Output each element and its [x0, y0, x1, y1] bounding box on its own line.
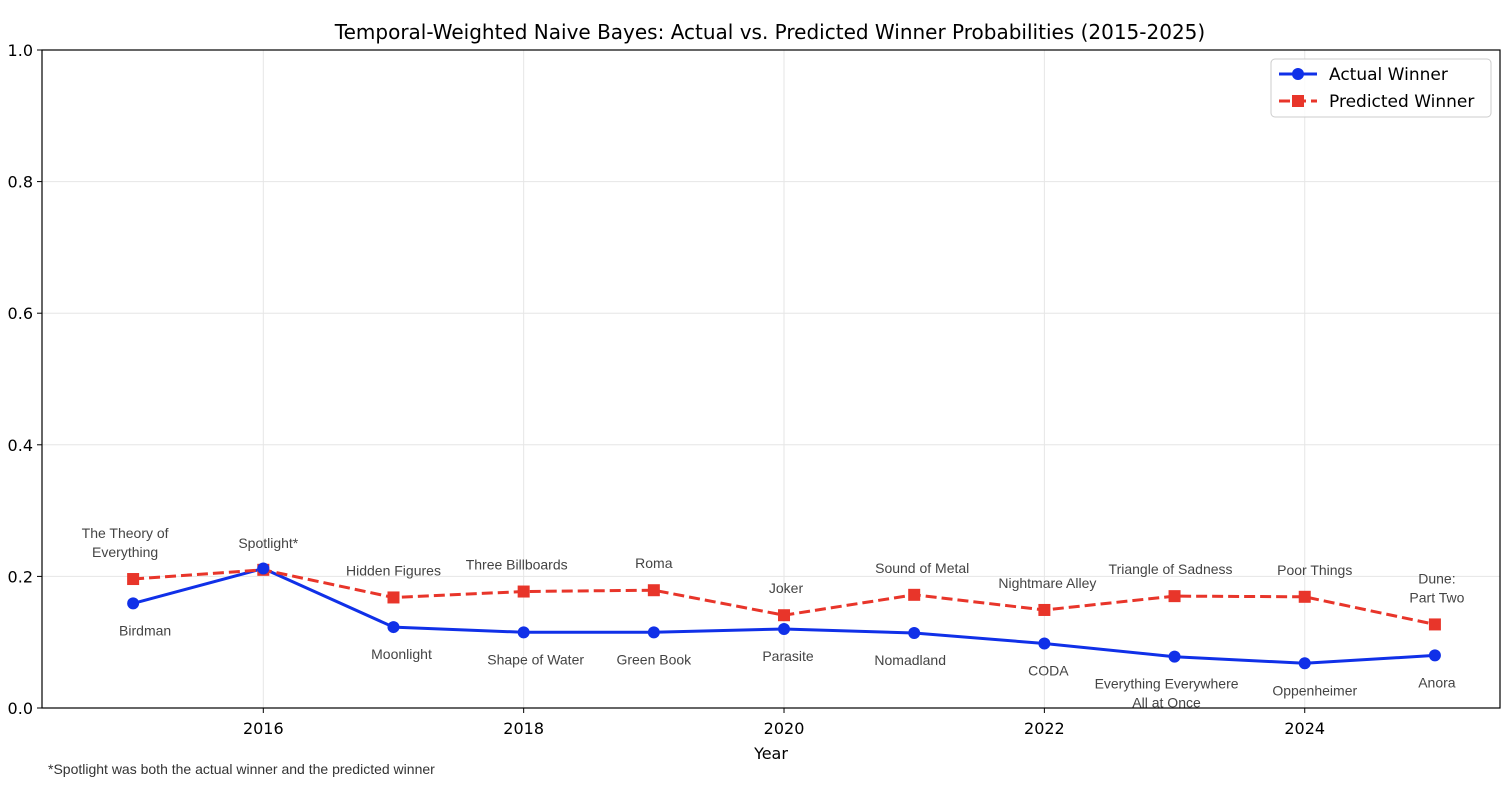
actual-label: Oppenheimer: [1272, 682, 1357, 698]
legend-label: Predicted Winner: [1329, 92, 1474, 112]
predicted-label: Three Billboards: [466, 557, 568, 573]
predicted-label: Hidden Figures: [346, 562, 441, 578]
x-tick-label: 2022: [1024, 719, 1065, 738]
y-tick-label: 0.4: [8, 436, 33, 455]
predicted-point: [647, 584, 660, 597]
footnote: *Spotlight was both the actual winner an…: [48, 761, 435, 777]
actual-point: [387, 621, 400, 634]
actual-point: [908, 626, 921, 639]
actual-label: Nomadland: [874, 652, 946, 668]
predicted-point: [127, 573, 140, 586]
predicted-label: Triangle of Sadness: [1109, 561, 1233, 577]
y-tick-label: 1.0: [8, 41, 33, 60]
grid-lines: [42, 49, 1500, 709]
x-tick-label: 2020: [764, 719, 805, 738]
predicted-point: [1298, 590, 1311, 603]
predicted-point: [517, 585, 530, 598]
x-axis-label: Year: [753, 744, 788, 763]
legend: Actual Winner Predicted Winner: [1270, 58, 1492, 118]
predicted-point: [778, 609, 791, 622]
predicted-label: The Theory of Everything: [82, 525, 169, 560]
predicted-point: [1168, 590, 1181, 603]
actual-point: [517, 626, 530, 639]
predicted-label: Dune: Part Two: [1409, 570, 1464, 605]
actual-label: Birdman: [119, 622, 171, 638]
predicted-label: Sound of Metal: [875, 560, 969, 576]
actual-label: Green Book: [616, 651, 692, 667]
actual-point: [127, 597, 140, 610]
x-tick-label: 2024: [1284, 719, 1325, 738]
actual-point: [1038, 637, 1051, 650]
predicted-label: Joker: [769, 580, 804, 596]
actual-point: [257, 562, 270, 575]
plot-frame: [41, 49, 1501, 709]
actual-label: Anora: [1418, 674, 1456, 690]
axis-ticks: 2016 2018 2020 2022 2024 0.0 0.2 0.4 0.6 0.8 1.0: [8, 41, 1326, 738]
actual-point: [1298, 657, 1311, 670]
predicted-point: [387, 591, 400, 604]
actual-label: Parasite: [762, 648, 814, 664]
chart-title: Temporal-Weighted Naive Bayes: Actual vs…: [334, 20, 1205, 44]
predicted-point: [1038, 603, 1051, 616]
legend-marker-predicted: [1292, 95, 1304, 107]
actual-point: [1428, 649, 1441, 662]
legend-box: [1270, 58, 1492, 118]
y-tick-label: 0.0: [8, 699, 33, 718]
point-annotations: The Theory of Everything Spotlight* Hidden …: [82, 525, 1465, 711]
legend-label: Actual Winner: [1329, 65, 1448, 85]
predicted-label: Poor Things: [1277, 562, 1352, 578]
predicted-point: [908, 588, 921, 601]
actual-label: Everything Everywhere All at Once: [1095, 676, 1239, 711]
actual-point: [778, 623, 791, 636]
predicted-label: Spotlight*: [238, 535, 298, 551]
y-tick-label: 0.8: [8, 173, 33, 192]
actual-label: Moonlight: [371, 646, 432, 662]
predicted-label: Roma: [635, 555, 673, 571]
actual-label: CODA: [1028, 663, 1069, 679]
x-tick-label: 2018: [503, 719, 544, 738]
predicted-point: [1428, 618, 1441, 631]
actual-point: [1168, 650, 1181, 663]
actual-point: [647, 626, 660, 639]
legend-marker-actual: [1292, 68, 1304, 80]
y-tick-label: 0.6: [8, 304, 33, 323]
y-tick-label: 0.2: [8, 567, 33, 586]
x-tick-label: 2016: [243, 719, 284, 738]
actual-label: Shape of Water: [487, 651, 584, 667]
predicted-label: Nightmare Alley: [998, 575, 1096, 591]
data-points: [127, 562, 1441, 670]
